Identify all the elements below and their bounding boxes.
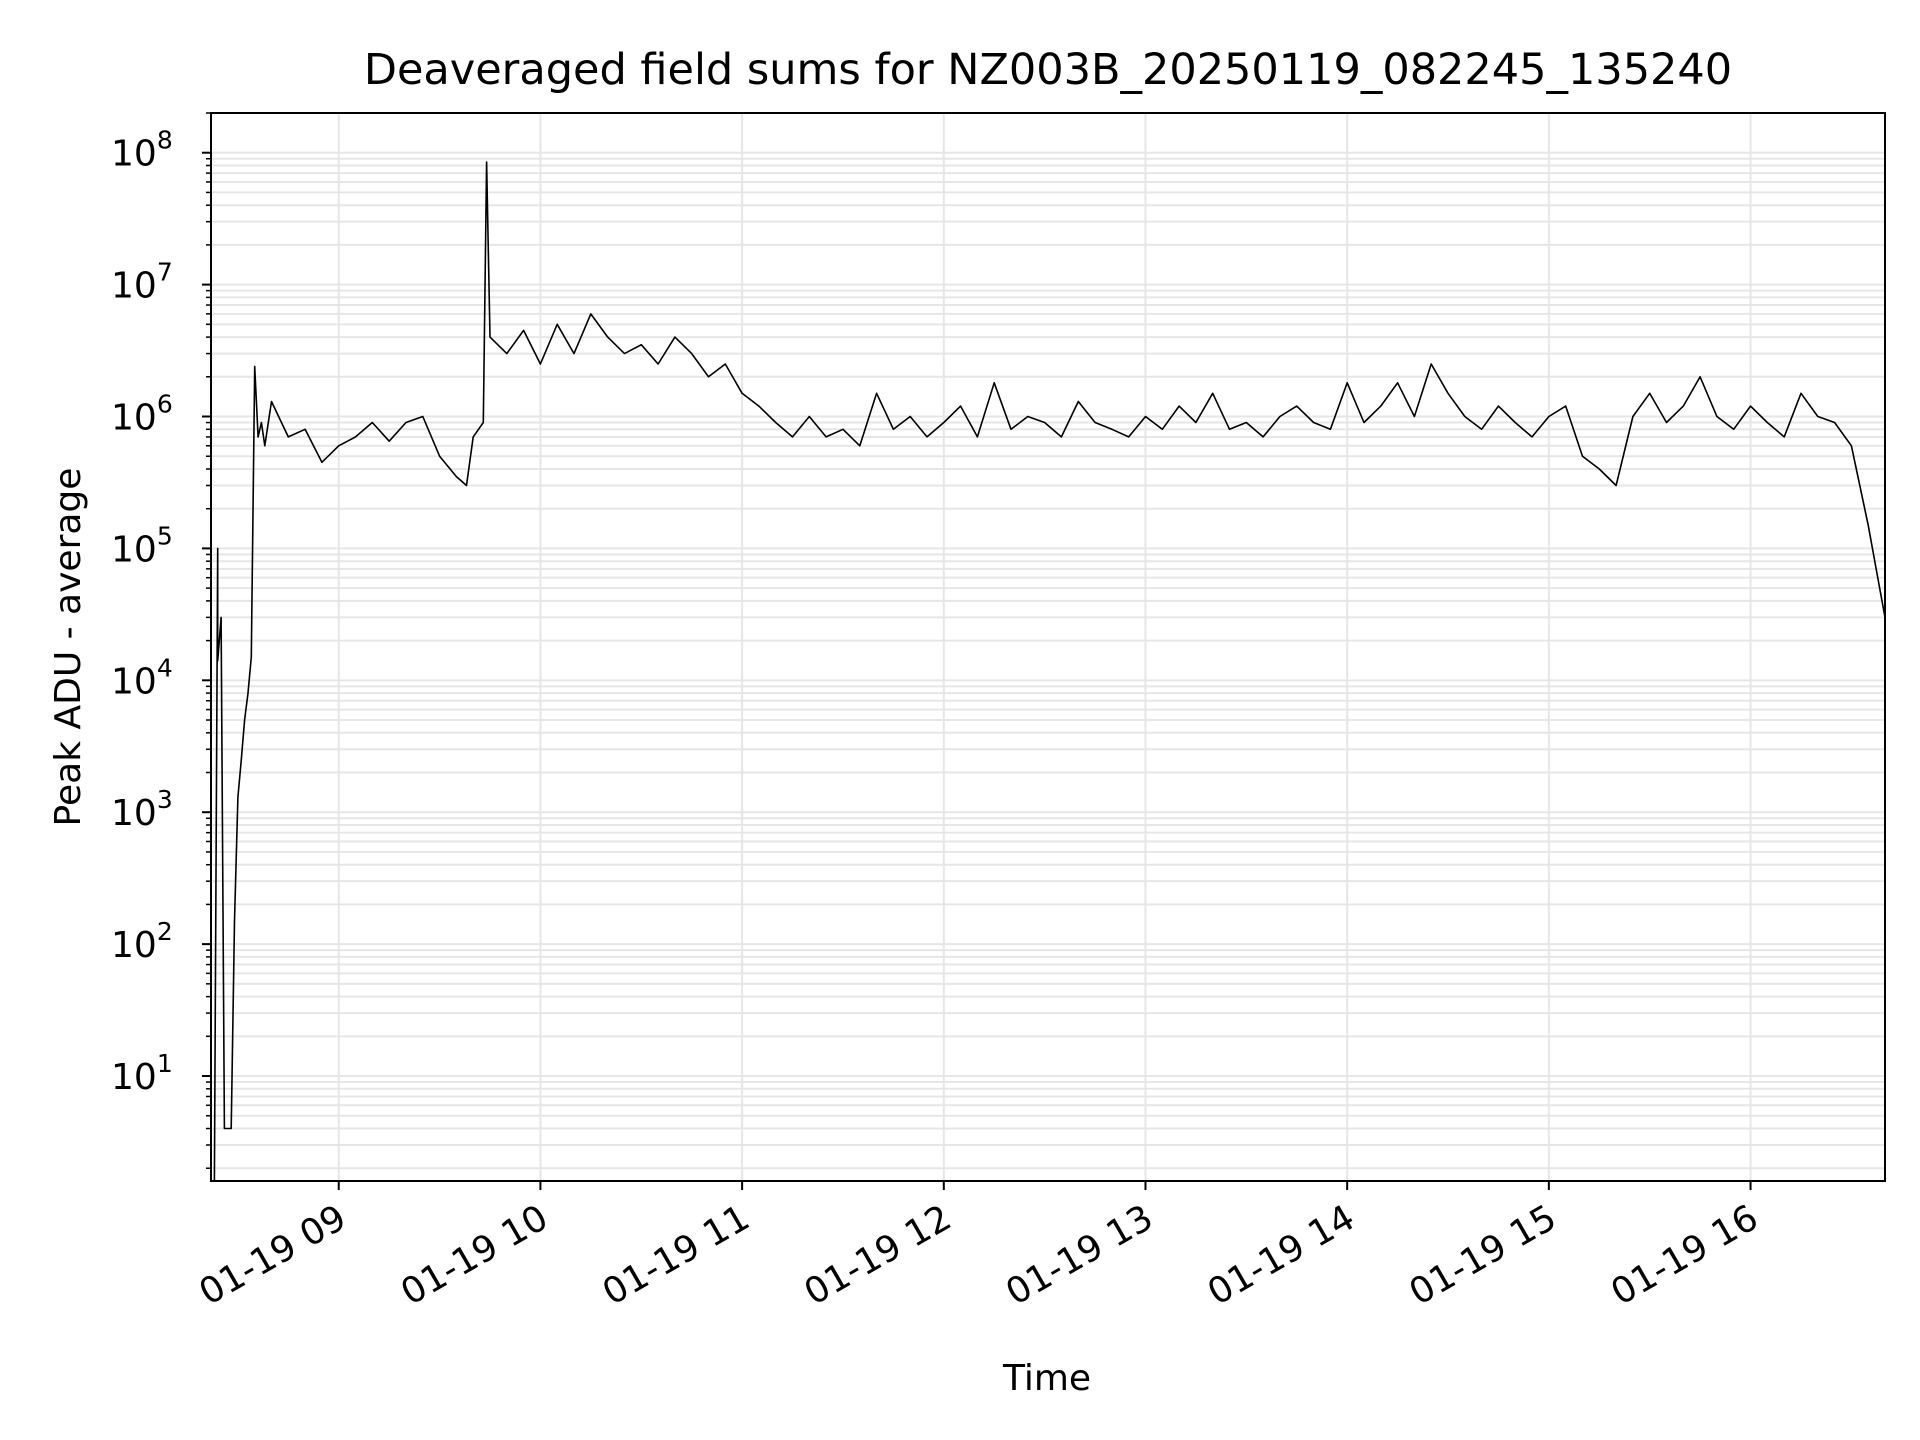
- chart-title: Deaveraged field sums for NZ003B_2025011…: [364, 45, 1732, 95]
- y-tick-base: 10: [111, 1057, 157, 1098]
- y-tick-label: 104: [111, 653, 173, 702]
- y-tick-exponent: 3: [157, 785, 173, 814]
- x-tick-label: 01-19 09: [193, 1197, 354, 1313]
- y-tick-base: 10: [111, 661, 157, 702]
- y-tick-exponent: 5: [157, 521, 173, 550]
- x-tick-label: 01-19 10: [394, 1197, 555, 1313]
- y-tick-label: 108: [111, 126, 173, 175]
- y-tick-label: 102: [111, 917, 173, 966]
- y-tick-label: 107: [111, 258, 173, 307]
- y-tick-base: 10: [111, 529, 157, 570]
- y-tick-label: 106: [111, 390, 173, 439]
- y-tick-exponent: 4: [157, 653, 173, 682]
- y-tick-base: 10: [111, 925, 157, 966]
- x-tick-label: 01-19 12: [798, 1197, 959, 1313]
- y-tick-base: 10: [111, 134, 157, 175]
- y-axis-label: Peak ADU - average: [48, 468, 89, 827]
- plot-frame: [210, 112, 1886, 1182]
- y-tick-label: 103: [111, 785, 173, 834]
- y-tick-exponent: 1: [157, 1049, 173, 1078]
- y-tick-base: 10: [111, 398, 157, 439]
- y-tick-label: 105: [111, 521, 173, 570]
- x-tick-label: 01-19 15: [1403, 1197, 1564, 1313]
- x-tick-label: 01-19 14: [1201, 1197, 1362, 1313]
- x-axis: 01-19 09 01-19 10 01-19 11 01-19 12 01-19 13…: [193, 1181, 1765, 1314]
- y-tick-base: 10: [111, 266, 157, 307]
- x-tick-label: 01-19 13: [999, 1197, 1160, 1313]
- grid: [211, 112, 1885, 1181]
- y-tick-exponent: 8: [157, 126, 173, 155]
- y-tick-exponent: 2: [157, 917, 173, 946]
- y-tick-exponent: 7: [157, 258, 173, 287]
- y-tick-base: 10: [111, 793, 157, 834]
- x-tick-label: 01-19 16: [1604, 1197, 1765, 1313]
- series-line-layer: [213, 161, 1886, 1182]
- series-line: [213, 161, 1886, 1182]
- x-tick-label: 01-19 11: [596, 1197, 757, 1313]
- x-axis-label: Time: [1002, 1358, 1091, 1399]
- y-tick-label: 101: [111, 1049, 173, 1098]
- y-tick-exponent: 6: [157, 390, 173, 419]
